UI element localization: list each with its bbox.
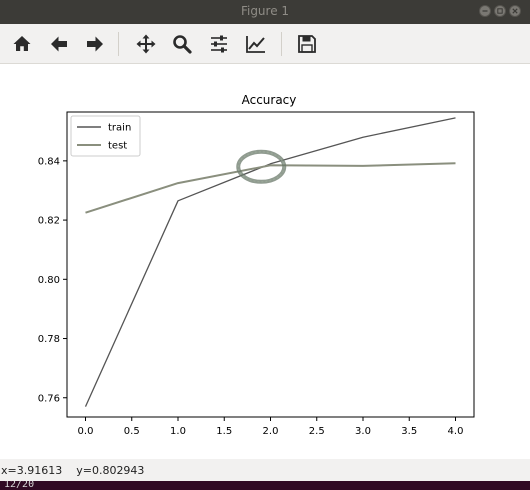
x-tick-label: 0.0 — [78, 426, 94, 437]
close-button[interactable] — [509, 5, 521, 17]
pan-button[interactable] — [134, 32, 158, 56]
y-tick-label: 0.78 — [38, 334, 60, 345]
zoom-button[interactable] — [170, 32, 194, 56]
highlight-ellipse-texture — [237, 151, 285, 183]
status-bar: x=3.91613 y=0.802943 — [0, 459, 530, 481]
edit-axes-button[interactable] — [244, 32, 268, 56]
floppy-disk-icon — [298, 35, 316, 53]
line-chart-icon — [246, 36, 265, 53]
chart-title: Accuracy — [242, 93, 297, 107]
minimize-button[interactable] — [479, 5, 491, 17]
save-button[interactable] — [295, 32, 319, 56]
figure-canvas[interactable]: Accuracy 0.0 0.5 1.0 1.5 2.0 2.5 3.0 3.5 4.0 0.7… — [0, 64, 530, 459]
y-tick-label: 0.82 — [38, 216, 60, 227]
magnifier-icon — [173, 35, 192, 54]
legend-label-train: train — [108, 123, 131, 134]
terminal-strip: 12/20 — [0, 481, 530, 490]
move-icon — [136, 34, 156, 54]
x-tick-label: 3.5 — [401, 426, 417, 437]
x-tick-label: 2.0 — [263, 426, 279, 437]
subplots-button[interactable] — [207, 32, 231, 56]
legend-label-test: test — [108, 141, 127, 152]
maximize-button[interactable] — [494, 5, 506, 17]
y-tick-label: 0.80 — [38, 275, 60, 286]
legend: train test — [70, 115, 141, 157]
minimize-icon — [482, 10, 488, 12]
home-button[interactable] — [10, 32, 34, 56]
accuracy-chart[interactable]: Accuracy 0.0 0.5 1.0 1.5 2.0 2.5 3.0 3.5 4.0 0.7… — [0, 64, 530, 459]
arrow-right-icon — [87, 36, 103, 52]
terminal-text: 12/20 — [4, 481, 35, 490]
toolbar-separator — [281, 32, 282, 56]
x-tick-label: 1.0 — [170, 426, 186, 437]
series-line-test — [85, 162, 456, 214]
window-titlebar[interactable]: Figure 1 — [0, 0, 530, 24]
arrow-left-icon — [51, 36, 67, 52]
y-tick-label: 0.84 — [38, 156, 60, 167]
close-icon — [512, 8, 518, 14]
x-tick-label: 1.5 — [216, 426, 232, 437]
series-line-train — [84, 117, 456, 407]
y-tick-label: 0.76 — [38, 393, 60, 404]
maximize-icon — [497, 8, 503, 14]
forward-button[interactable] — [83, 32, 107, 56]
toolbar-separator — [118, 32, 119, 56]
x-readout: x=3.91613 — [1, 464, 63, 477]
x-tick-label: 3.0 — [355, 426, 371, 437]
x-tick-label: 4.0 — [448, 426, 464, 437]
y-readout: y=0.802943 — [76, 464, 145, 477]
back-button[interactable] — [47, 32, 71, 56]
window-title: Figure 1 — [240, 4, 290, 18]
x-tick-label: 2.5 — [309, 426, 325, 437]
home-icon — [13, 36, 31, 51]
plot-frame — [66, 111, 475, 418]
x-tick-label: 0.5 — [124, 426, 140, 437]
cursor-readout: x=3.91613 y=0.802943 — [1, 464, 144, 477]
navigation-toolbar — [0, 24, 530, 64]
sliders-icon — [211, 35, 227, 53]
